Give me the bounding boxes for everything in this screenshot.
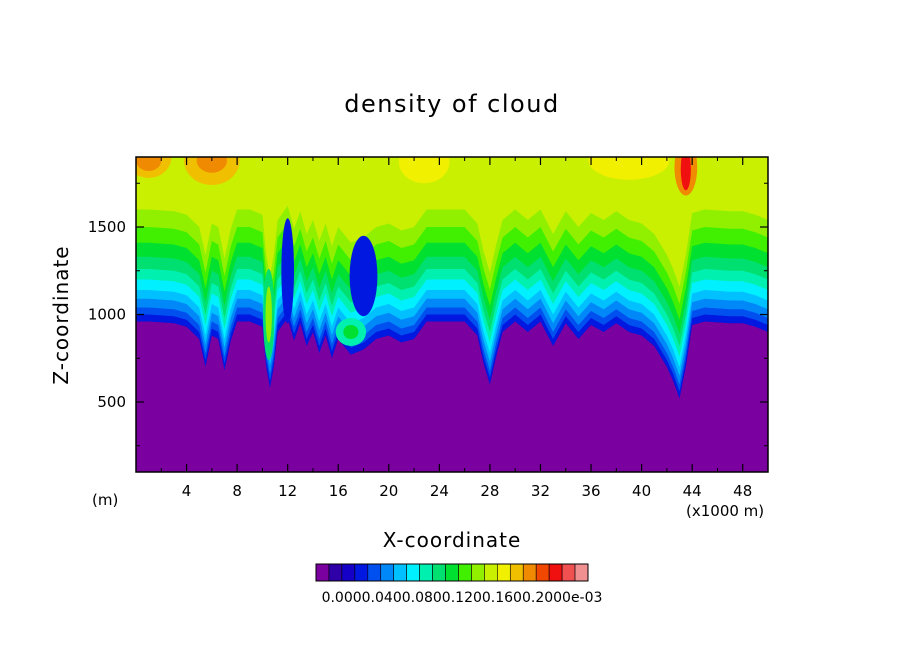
colorbar-swatch-17 <box>535 563 550 582</box>
chart-title: density of cloud <box>344 90 559 118</box>
y-tick-label-1500: 1500 <box>88 218 126 236</box>
contour-hotspot-3 <box>196 157 228 173</box>
contour-hotspot-1 <box>136 157 162 171</box>
colorbar <box>315 563 589 582</box>
colorbar-swatch-20 <box>574 563 589 582</box>
x-tick-label-28: 28 <box>480 482 499 500</box>
colorbar-swatch-7 <box>406 563 420 582</box>
x-tick-label-16: 16 <box>329 482 348 500</box>
colorbar-swatch-15 <box>509 563 524 582</box>
colorbar-swatch-5 <box>380 563 395 582</box>
x-tick-label-20: 20 <box>379 482 398 500</box>
x-unit-left-label: (m) <box>92 491 118 509</box>
contour-hotspot-12 <box>343 325 359 339</box>
contour-hotspot-6 <box>588 157 670 180</box>
x-axis-label: X-coordinate <box>383 528 522 552</box>
colorbar-swatch-13 <box>484 563 498 582</box>
x-tick-label-48: 48 <box>733 482 752 500</box>
x-tick-label-40: 40 <box>632 482 651 500</box>
colorbar-swatch-19 <box>561 563 576 582</box>
contour-hotspot-8 <box>680 157 691 191</box>
x-tick-label-24: 24 <box>430 482 449 500</box>
contour-hotspot-10 <box>265 286 272 343</box>
x-tick-label-4: 4 <box>182 482 192 500</box>
contour-hotspot-13 <box>349 235 378 317</box>
x-tick-label-36: 36 <box>581 482 600 500</box>
x-tick-label-8: 8 <box>232 482 242 500</box>
colorbar-swatch-18 <box>548 563 563 582</box>
colorbar-swatch-0 <box>315 563 330 582</box>
colorbar-swatch-2 <box>341 563 356 582</box>
colorbar-swatch-4 <box>367 563 382 582</box>
colorbar-swatch-9 <box>432 563 446 582</box>
contour-hotspot-5 <box>477 157 566 177</box>
colorbar-swatch-12 <box>471 563 485 582</box>
x-tick-label-44: 44 <box>683 482 702 500</box>
colorbar-swatch-11 <box>458 563 472 582</box>
x-tick-label-32: 32 <box>531 482 550 500</box>
colorbar-swatch-16 <box>522 563 537 582</box>
colorbar-swatch-3 <box>354 563 369 582</box>
plot-area <box>136 157 768 472</box>
colorbar-frame <box>315 563 589 582</box>
y-axis-label: Z-coordinate <box>49 245 73 384</box>
colorbar-swatch-6 <box>393 563 407 582</box>
y-tick-label-500: 500 <box>97 393 126 411</box>
y-tick-label-1000: 1000 <box>88 306 126 324</box>
colorbar-swatch-14 <box>497 563 511 582</box>
colorbar-labels: 0.0000.0400.0800.1200.1600.2000e-03 <box>322 590 603 606</box>
colorbar-swatch-10 <box>445 563 459 582</box>
x-unit-right-label: (x1000 m) <box>686 502 764 520</box>
colorbar-swatch-8 <box>419 563 433 582</box>
x-tick-label-12: 12 <box>278 482 297 500</box>
contour-band-zero <box>136 318 768 472</box>
colorbar-swatch-1 <box>328 563 343 582</box>
contour-hotspot-14 <box>281 218 294 324</box>
contour-hotspot-4 <box>398 157 450 184</box>
